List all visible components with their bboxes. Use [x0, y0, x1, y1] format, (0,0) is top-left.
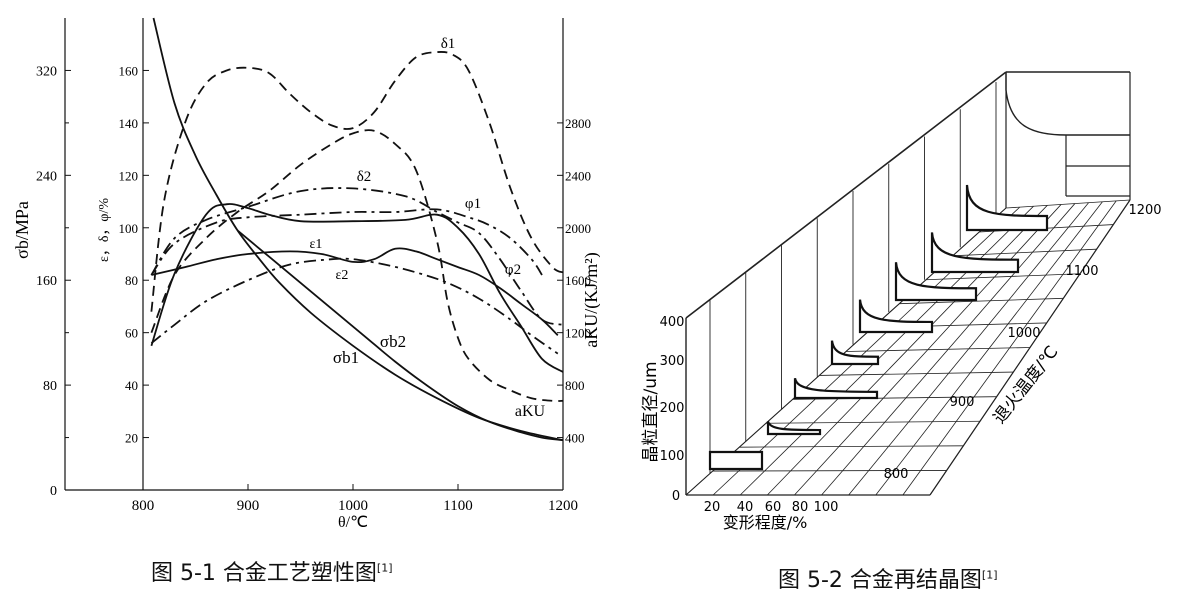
series-label-ε2: ε2: [336, 268, 349, 283]
fig2-x-tick-label: 100: [814, 500, 839, 515]
fig2-y-tick-label: 300: [660, 354, 685, 369]
fig2-x-tick-label: 40: [737, 500, 754, 515]
figure-5-2-caption: 图 5-2 合金再结晶图[1]: [778, 562, 998, 594]
series-label-δ1: δ1: [441, 36, 456, 52]
series-line-aKU: [150, 203, 564, 373]
top-back-edge: [685, 71, 1007, 319]
floor-cross-line: [925, 273, 1081, 281]
x-tick-label: 1000: [338, 498, 368, 514]
fig2-origin-label: 0: [672, 489, 680, 504]
left-tick-label: 320: [36, 64, 57, 79]
grain-profile-slice: [894, 262, 978, 302]
right-axis-label: aKU/(KJ/m²): [581, 252, 600, 347]
right-tick-label: 2000: [565, 221, 591, 236]
x-tick-label: 1200: [548, 498, 578, 514]
grain-profile-slice: [708, 450, 764, 471]
mid-tick-label: 100: [119, 221, 139, 236]
series-label-aKU: aKU: [515, 403, 546, 420]
floor-cross-line: [952, 248, 1097, 257]
fig2-x-tick-label: 80: [792, 500, 809, 515]
fig2-y-axis-label: 晶粒直径/um: [641, 361, 661, 462]
series-label-ε1: ε1: [310, 237, 323, 252]
series-line-σb2: [236, 229, 564, 442]
floor-cross-line: [845, 347, 1031, 352]
fig2-y-tick-label: 400: [660, 315, 685, 330]
right-tick-label: 800: [565, 378, 585, 393]
figure-5-2-ref: [1]: [981, 568, 998, 582]
floor-cross-line: [765, 420, 981, 424]
fig2-z-tick-label: 1100: [1065, 264, 1098, 279]
fig2-y-tick-label: 100: [660, 449, 685, 464]
mid-tick-label: 120: [119, 168, 139, 183]
alloy-plasticity-chart: 800 900 1000 1100 1200 0 80 160 240 320 20 40 60 80 10…: [12, 17, 600, 531]
mid-tick-label: 20: [125, 431, 138, 446]
grain-profile-slice: [858, 299, 934, 334]
left-tick-label: 80: [43, 379, 57, 394]
figure-5-1-ref: [1]: [376, 561, 393, 575]
mid-tick-label: 160: [119, 63, 139, 78]
series-label-φ1: φ1: [465, 196, 481, 212]
right-tick-label: 2800: [565, 116, 591, 131]
series-line-σb1: [152, 17, 564, 442]
left-tick-label: 240: [36, 169, 57, 184]
surface-curve-1200: [1005, 72, 1130, 136]
fig2-z-tick-label: 800: [884, 467, 909, 482]
left-axis-label: σb/MPa: [12, 201, 32, 259]
grain-profile-slice: [965, 184, 1049, 232]
right-tick-label: 2400: [565, 168, 591, 183]
figure-5-1-caption: 图 5-1 合金工艺塑性图[1]: [151, 555, 393, 587]
mid-tick-label: 140: [119, 116, 139, 131]
grain-profile-slice: [766, 420, 822, 436]
floor-cross-line: [1005, 199, 1131, 209]
mid-tick-label: 60: [125, 326, 138, 341]
fig2-z-tick-label: 1000: [1007, 326, 1040, 341]
x-tick-label: 1100: [443, 498, 472, 514]
series-label-φ2: φ2: [505, 262, 521, 278]
fig2-x-axis-label: 变形程度/%: [723, 513, 808, 532]
fig2-y-tick-label: 200: [660, 401, 685, 416]
mid-axis-label: ε，δ，φ/%: [97, 198, 112, 262]
left-tick-label: 160: [36, 274, 57, 289]
series-line-δ2: [150, 129, 564, 402]
series-label-σb1: σb1: [333, 348, 359, 367]
fig2-x-tick-label: 60: [765, 500, 782, 515]
figure-5-1-caption-text: 图 5-1 合金工艺塑性图: [151, 561, 377, 586]
floor-cross-line: [899, 297, 1064, 305]
grain-profile-slice: [793, 377, 879, 400]
fig2-z-axis-label: 退火温度/℃: [990, 342, 1063, 427]
x-tick-label: 900: [237, 498, 260, 514]
grain-profile-slice: [930, 232, 1020, 274]
series-label-σb2: σb2: [380, 332, 406, 351]
fig2-z-tick-label: 900: [950, 395, 975, 410]
x-axis-label: θ/℃: [338, 514, 368, 531]
figure-5-2-caption-text: 图 5-2 合金再结晶图: [778, 568, 982, 593]
floor-cross-line: [712, 470, 947, 472]
right-tick-label: 400: [565, 431, 585, 446]
right-tick-label: 1600: [565, 273, 591, 288]
left-tick-label: 0: [50, 484, 57, 499]
floor-cross-line: [819, 371, 1014, 376]
mid-tick-label: 40: [125, 378, 138, 393]
series-line-φ2: [150, 208, 543, 276]
right-tick-label: 1200: [565, 326, 591, 341]
fig2-z-tick-label: 1200: [1128, 203, 1161, 218]
series-label-δ2: δ2: [357, 169, 372, 185]
floor-cross-line: [739, 445, 964, 448]
series-line-ε1: [151, 247, 559, 336]
mid-tick-label: 80: [125, 273, 138, 288]
series-line-φ1: [150, 187, 564, 326]
grain-profile-slice: [830, 340, 880, 366]
x-tick-label: 800: [132, 498, 155, 514]
fig2-x-tick-label: 20: [704, 500, 721, 515]
